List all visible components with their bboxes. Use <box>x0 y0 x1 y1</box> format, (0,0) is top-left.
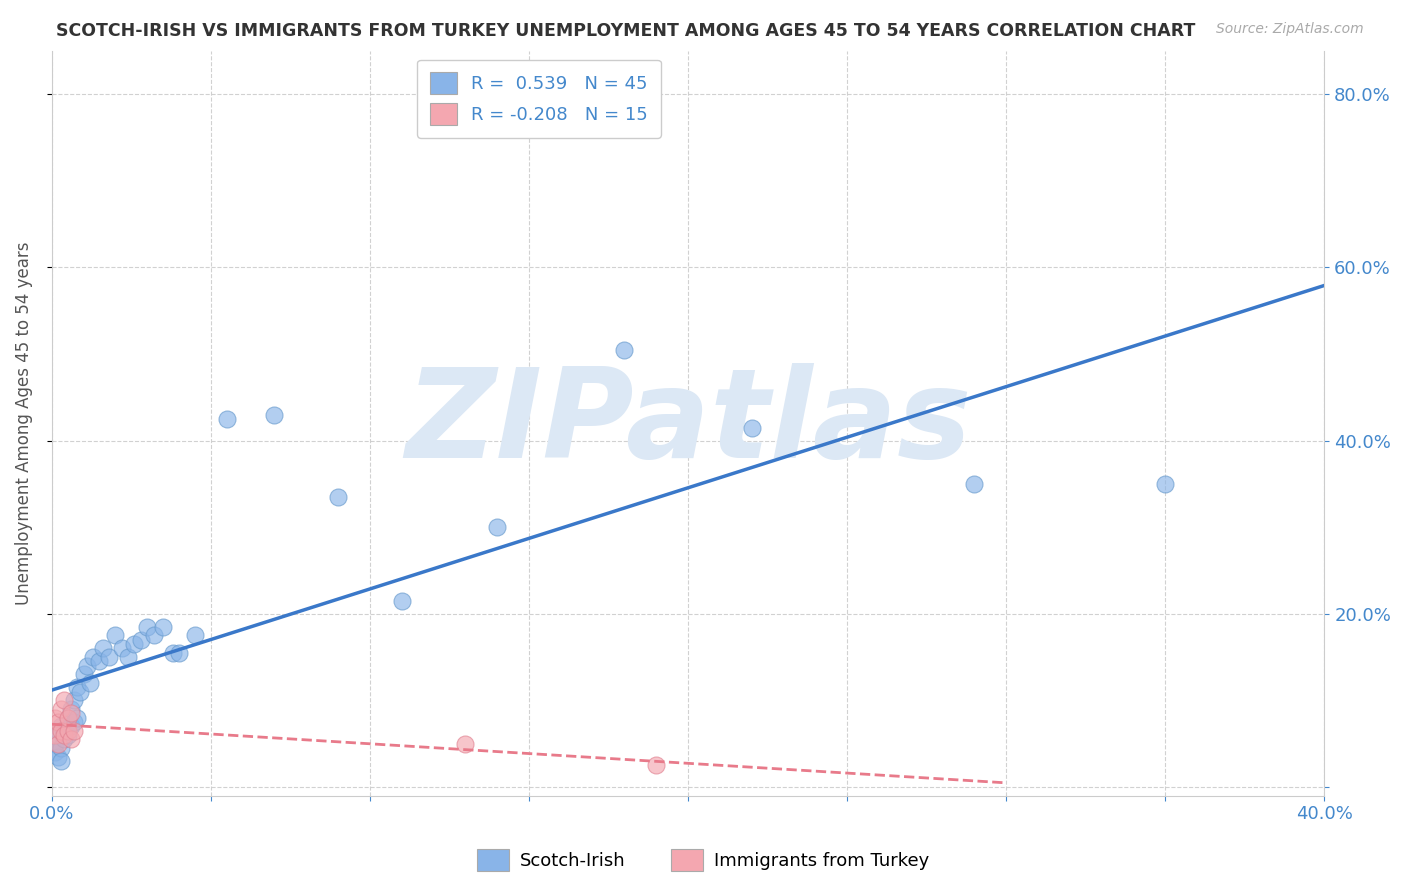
Point <box>72 667 94 681</box>
Point <box>53 723 76 738</box>
Point <box>59 706 82 721</box>
Point <box>59 719 82 733</box>
Point <box>486 520 509 534</box>
Point <box>117 650 139 665</box>
Point <box>51 723 73 738</box>
Y-axis label: Unemployment Among Ages 45 to 54 years: Unemployment Among Ages 45 to 54 years <box>15 242 32 605</box>
Point <box>91 641 114 656</box>
Point <box>46 749 69 764</box>
Point <box>63 715 86 730</box>
Point <box>69 685 91 699</box>
Point <box>53 728 76 742</box>
Point <box>124 637 146 651</box>
Point <box>44 728 66 742</box>
Point <box>129 632 152 647</box>
Point <box>63 723 86 738</box>
Point <box>152 620 174 634</box>
Point <box>104 628 127 642</box>
Point <box>53 732 76 747</box>
Text: SCOTCH-IRISH VS IMMIGRANTS FROM TURKEY UNEMPLOYMENT AMONG AGES 45 TO 54 YEARS CO: SCOTCH-IRISH VS IMMIGRANTS FROM TURKEY U… <box>56 22 1195 40</box>
Point <box>44 737 66 751</box>
Point <box>53 693 76 707</box>
Point <box>215 412 238 426</box>
Point <box>963 476 986 491</box>
Point <box>51 741 73 756</box>
Point <box>454 737 477 751</box>
Point <box>162 646 184 660</box>
Point <box>46 715 69 730</box>
Point <box>76 658 98 673</box>
Point <box>326 490 349 504</box>
Point <box>167 646 190 660</box>
Point <box>46 737 69 751</box>
Point <box>263 408 285 422</box>
Point <box>59 702 82 716</box>
Point <box>59 732 82 747</box>
Point <box>136 620 159 634</box>
Point <box>184 628 207 642</box>
Point <box>98 650 121 665</box>
Point <box>89 655 111 669</box>
Point <box>645 758 668 772</box>
Point <box>44 711 66 725</box>
Point <box>142 628 165 642</box>
Point <box>741 420 763 434</box>
Text: ZIPatlas: ZIPatlas <box>405 363 972 483</box>
Point <box>56 723 79 738</box>
Point <box>46 728 69 742</box>
Point <box>66 681 89 695</box>
Point <box>51 702 73 716</box>
Point <box>613 343 636 357</box>
Point <box>51 719 73 733</box>
Point <box>51 754 73 768</box>
Text: Source: ZipAtlas.com: Source: ZipAtlas.com <box>1216 22 1364 37</box>
Point <box>1154 476 1177 491</box>
Point <box>66 711 89 725</box>
Point <box>79 676 101 690</box>
Point <box>82 650 104 665</box>
Point <box>44 746 66 760</box>
Point <box>63 693 86 707</box>
Point <box>391 594 413 608</box>
Legend: R =  0.539   N = 45, R = -0.208   N = 15: R = 0.539 N = 45, R = -0.208 N = 15 <box>418 60 661 138</box>
Point <box>56 728 79 742</box>
Point <box>56 711 79 725</box>
Point <box>56 711 79 725</box>
Point <box>111 641 134 656</box>
Legend: Scotch-Irish, Immigrants from Turkey: Scotch-Irish, Immigrants from Turkey <box>470 842 936 879</box>
